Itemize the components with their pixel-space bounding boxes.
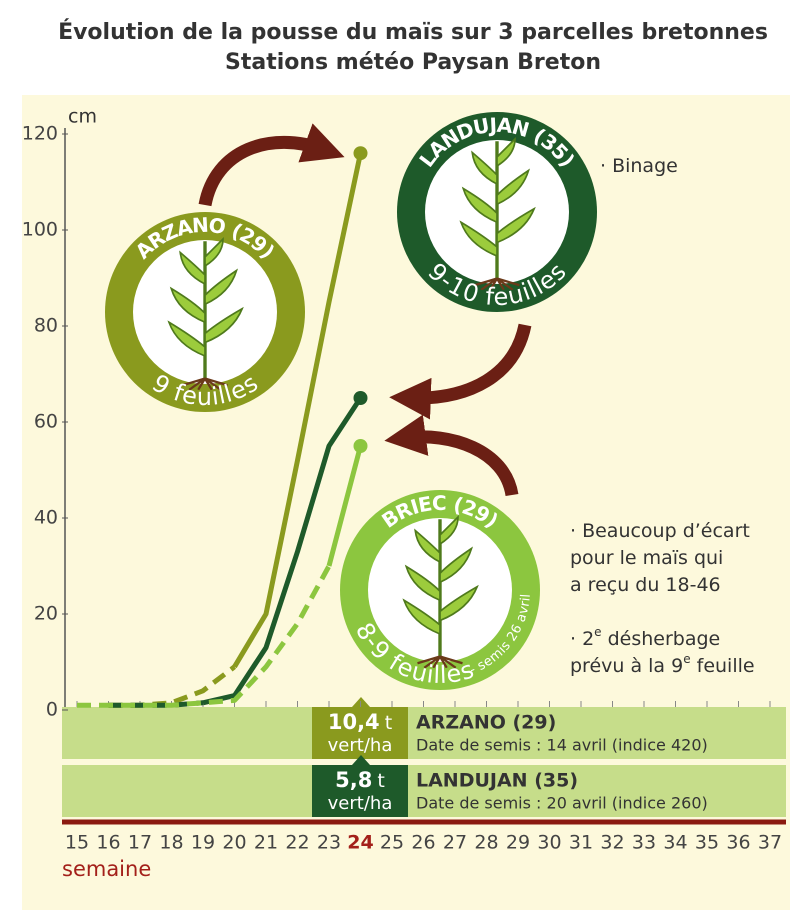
annotation: a reçu du 18-46 [570, 574, 721, 596]
x-tick-label: 17 [128, 832, 152, 854]
annotation-part: · Binage [600, 155, 678, 177]
x-tick-label: 22 [285, 832, 309, 854]
yield-unit: t [385, 712, 392, 734]
annotation: · Binage [600, 155, 678, 177]
y-tick-label: 80 [34, 315, 58, 337]
arrow [389, 323, 532, 420]
badge: ARZANO (29)9 feuilles [105, 212, 305, 412]
pointer [352, 755, 370, 765]
annotation-part: désherbage [602, 628, 721, 650]
x-tick-label: 27 [443, 832, 467, 854]
x-tick-label: 19 [191, 832, 215, 854]
yield-amount: 10,4 t [328, 710, 392, 734]
series-line [326, 445, 363, 567]
yield-detail: Date de semis : 14 avril (indice 420) [416, 736, 708, 755]
x-tick-label: 37 [758, 832, 782, 854]
x-tick-label: 25 [380, 832, 404, 854]
annotation: · 2e désherbage [570, 625, 720, 650]
annotation-part: e [683, 652, 690, 666]
y-tick-label: 0 [46, 699, 58, 721]
yield-row [62, 765, 786, 817]
annotation-part: · 2 [570, 628, 594, 650]
x-tick-label: 26 [411, 832, 435, 854]
badge: BRIEC (29)8-9 feuilles- semis 26 avril [340, 490, 540, 690]
badge: LANDUJAN (35)9-10 feuilles [397, 112, 597, 312]
x-tick-label: 31 [569, 832, 593, 854]
y-tick-label: 100 [22, 219, 58, 241]
end-point [353, 391, 368, 405]
y-tick-label: 40 [34, 507, 58, 529]
x-tick-label: 35 [695, 832, 719, 854]
yield-row [62, 707, 786, 759]
annotation-part: prévu à la 9 [570, 655, 683, 677]
yield-value: 5,8 [335, 768, 372, 792]
x-tick-label: 28 [474, 832, 498, 854]
yield-name: ARZANO (29) [416, 712, 556, 734]
x-tick-label: 29 [506, 832, 530, 854]
y-tick-label: 60 [34, 411, 58, 433]
x-tick-label: 21 [254, 832, 278, 854]
yield-detail: Date de semis : 20 avril (indice 260) [416, 794, 708, 813]
y-tick-label: 20 [34, 603, 58, 625]
annotation-part: a reçu du 18-46 [570, 574, 721, 596]
yield-amount: 5,8 t [335, 768, 385, 792]
x-tick-label: 16 [96, 832, 120, 854]
x-tick-label: 23 [317, 832, 341, 854]
yield-box [312, 765, 408, 817]
x-tick-label: 20 [222, 832, 246, 854]
yield-per: vert/ha [328, 735, 393, 756]
x-tick-label: 15 [65, 832, 89, 854]
annotation-part: e [594, 625, 601, 639]
arrow [384, 414, 519, 497]
x-tick-label: 24 [347, 832, 373, 854]
x-tick-label: 33 [632, 832, 656, 854]
annotation-part: feuille [691, 655, 755, 677]
series-line [232, 152, 363, 669]
x-tick-label: 36 [726, 832, 750, 854]
end-point [353, 146, 368, 161]
yield-unit: t [377, 770, 384, 792]
yield-per: vert/ha [328, 793, 393, 814]
x-tick-label: 32 [600, 832, 624, 854]
yield-value: 10,4 [328, 710, 380, 734]
x-tick-label: 34 [663, 832, 687, 854]
arrow [198, 123, 345, 207]
y-axis-label: cm [68, 106, 97, 128]
annotation: pour le maïs qui [570, 547, 723, 569]
x-tick-label: 18 [159, 832, 183, 854]
yield-box [312, 707, 408, 759]
series-line [202, 396, 363, 706]
y-tick-label: 120 [22, 123, 58, 145]
annotation-part: · Beaucoup d’écart [570, 520, 750, 542]
annotation: prévu à la 9e feuille [570, 652, 755, 677]
yield-name: LANDUJAN (35) [416, 770, 578, 792]
chart-title: Évolution de la pousse du maïs sur 3 par… [58, 19, 768, 45]
annotation: · Beaucoup d’écart [570, 520, 750, 542]
end-point [353, 439, 368, 453]
chart-subtitle: Stations météo Paysan Breton [225, 50, 601, 75]
annotation-part: pour le maïs qui [570, 547, 723, 569]
x-axis-label: semaine [62, 857, 151, 881]
x-tick-label: 30 [537, 832, 561, 854]
